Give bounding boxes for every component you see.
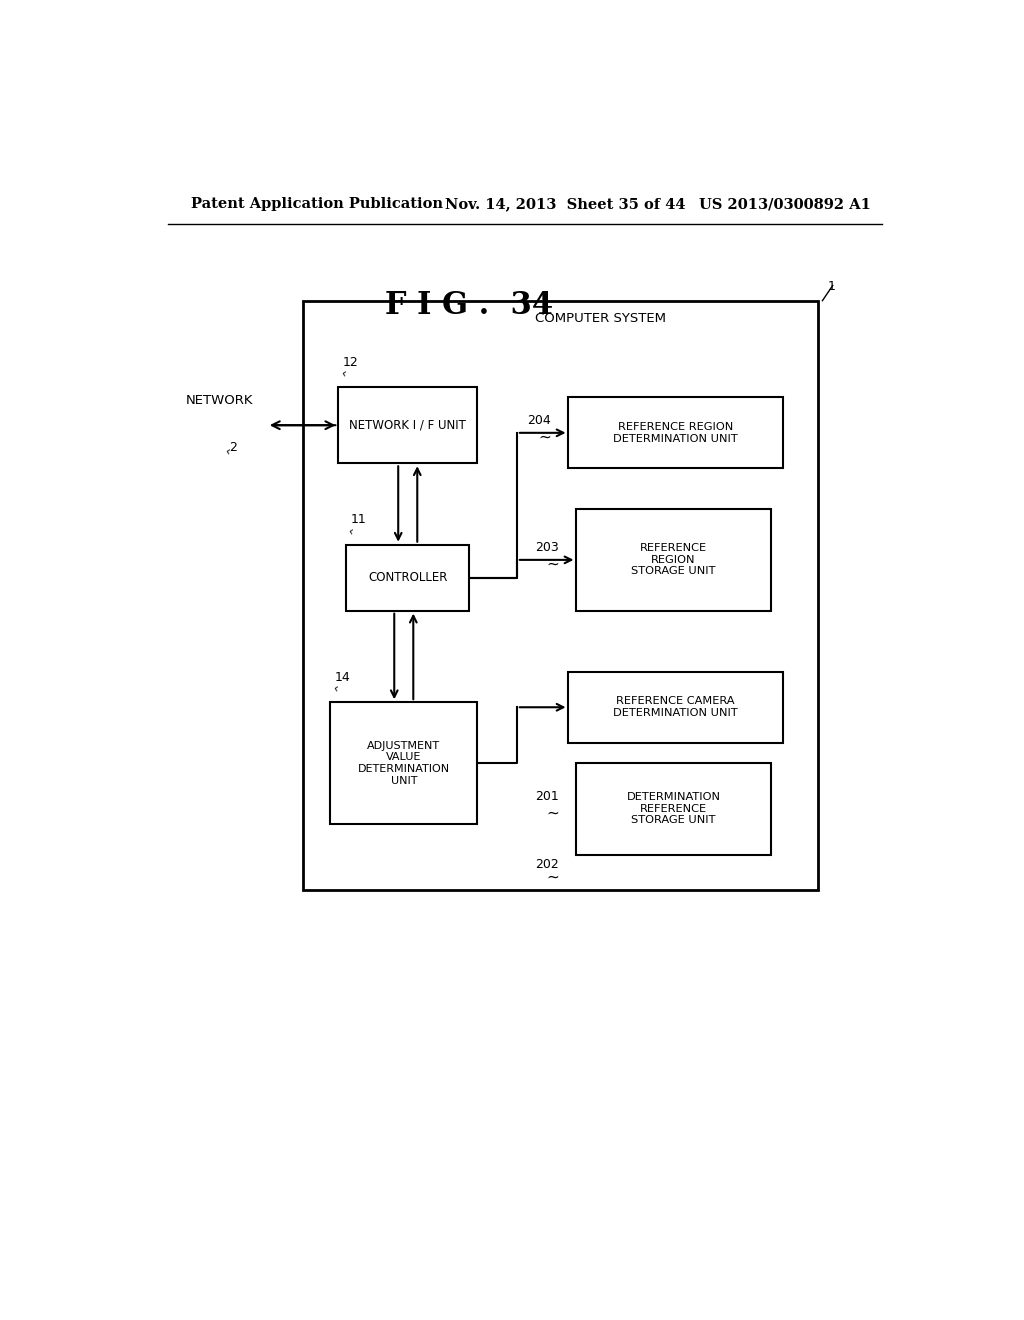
Text: NETWORK: NETWORK xyxy=(185,393,253,407)
Text: REFERENCE
REGION
STORAGE UNIT: REFERENCE REGION STORAGE UNIT xyxy=(632,544,716,577)
Text: DETERMINATION
REFERENCE
STORAGE UNIT: DETERMINATION REFERENCE STORAGE UNIT xyxy=(627,792,721,825)
Text: 203: 203 xyxy=(536,541,559,554)
FancyBboxPatch shape xyxy=(331,702,477,824)
Text: 204: 204 xyxy=(527,414,551,428)
Text: Nov. 14, 2013  Sheet 35 of 44: Nov. 14, 2013 Sheet 35 of 44 xyxy=(445,197,686,211)
Text: ~: ~ xyxy=(546,557,559,572)
Text: ‹: ‹ xyxy=(340,367,347,381)
FancyBboxPatch shape xyxy=(303,301,818,890)
Text: F I G .  34: F I G . 34 xyxy=(385,290,553,321)
Text: ~: ~ xyxy=(546,870,559,884)
FancyBboxPatch shape xyxy=(568,672,782,743)
Text: 11: 11 xyxy=(350,513,366,527)
Text: ~: ~ xyxy=(539,429,551,445)
FancyBboxPatch shape xyxy=(577,763,771,854)
Text: ‹: ‹ xyxy=(225,445,232,459)
Text: NETWORK I / F UNIT: NETWORK I / F UNIT xyxy=(349,418,466,432)
Text: COMPUTER SYSTEM: COMPUTER SYSTEM xyxy=(535,313,666,326)
Text: ~: ~ xyxy=(546,805,559,821)
Text: REFERENCE REGION
DETERMINATION UNIT: REFERENCE REGION DETERMINATION UNIT xyxy=(613,422,738,444)
Text: ADJUSTMENT
VALUE
DETERMINATION
UNIT: ADJUSTMENT VALUE DETERMINATION UNIT xyxy=(357,741,450,785)
Text: ‹: ‹ xyxy=(332,682,339,696)
Text: 12: 12 xyxy=(342,356,358,368)
Text: 202: 202 xyxy=(536,858,559,871)
FancyBboxPatch shape xyxy=(338,387,477,463)
Text: REFERENCE CAMERA
DETERMINATION UNIT: REFERENCE CAMERA DETERMINATION UNIT xyxy=(613,697,738,718)
Text: 2: 2 xyxy=(229,441,238,454)
Text: 1: 1 xyxy=(828,280,836,293)
FancyBboxPatch shape xyxy=(568,397,782,469)
FancyBboxPatch shape xyxy=(346,545,469,611)
Text: Patent Application Publication: Patent Application Publication xyxy=(191,197,443,211)
Text: CONTROLLER: CONTROLLER xyxy=(368,572,447,585)
Text: ‹: ‹ xyxy=(348,525,355,539)
Text: 14: 14 xyxy=(334,671,350,684)
Text: 201: 201 xyxy=(536,791,559,803)
Text: US 2013/0300892 A1: US 2013/0300892 A1 xyxy=(699,197,871,211)
FancyBboxPatch shape xyxy=(577,510,771,611)
